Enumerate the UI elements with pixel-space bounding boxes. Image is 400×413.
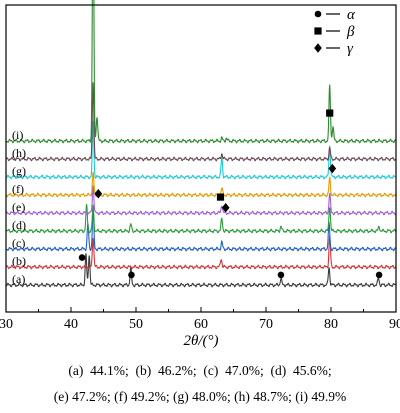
x-axis: 30 40 50 60 70 80 90 — [0, 307, 400, 332]
series-label: (a) — [12, 272, 25, 286]
series-label: (d) — [12, 218, 26, 232]
gamma-marker — [94, 188, 103, 199]
legend-label: γ — [347, 41, 354, 57]
series-line — [5, 185, 397, 216]
phase-markers — [78, 109, 383, 279]
x-axis-label: 2θ/(°) — [183, 333, 218, 349]
xrd-traces — [5, 0, 397, 288]
beta-marker — [216, 193, 225, 201]
legend-label: β — [346, 24, 355, 40]
beta-marker — [326, 109, 334, 117]
series-label: (g) — [12, 164, 26, 178]
x-tick-label: 70 — [259, 317, 273, 332]
series-labels: (a) (b) (c) (d) (e) (f) (g) (h) (i) — [12, 128, 26, 286]
gamma-marker — [328, 163, 337, 174]
series-line — [5, 171, 397, 198]
series-line — [5, 120, 397, 180]
caption-line-1: (a) 44.1%; (b) 46.2%; (c) 47.0%; (d) 45.… — [68, 363, 332, 378]
series-line — [5, 203, 397, 234]
series-line — [5, 82, 397, 162]
series-line — [5, 253, 397, 288]
x-tick-label: 60 — [194, 317, 208, 332]
series-label: (e) — [12, 200, 25, 214]
gamma-marker — [314, 43, 322, 53]
series-line — [5, 209, 397, 252]
x-tick-label: 40 — [64, 317, 78, 332]
alpha-marker — [78, 254, 86, 261]
series-label: (h) — [12, 146, 26, 160]
series-label: (f) — [12, 182, 24, 196]
caption-line-2: (e) 47.2%; (f) 49.2%; (g) 48.0%; (h) 48.… — [53, 389, 347, 404]
series-line — [5, 235, 397, 270]
alpha-marker — [314, 10, 322, 18]
alpha-marker — [277, 271, 285, 279]
series-line — [5, 0, 397, 144]
legend: αβγ — [314, 7, 356, 57]
alpha-marker — [128, 271, 135, 279]
x-tick-label: 50 — [129, 317, 143, 332]
gamma-marker — [221, 202, 230, 213]
series-label: (i) — [12, 128, 23, 142]
x-tick-label: 80 — [324, 317, 338, 332]
series-label: (c) — [12, 236, 25, 250]
beta-marker — [314, 27, 322, 35]
x-tick-label: 30 — [0, 317, 13, 332]
series-label: (b) — [12, 254, 26, 268]
alpha-marker — [375, 271, 383, 279]
legend-label: α — [347, 7, 356, 23]
x-tick-label: 90 — [389, 317, 400, 332]
